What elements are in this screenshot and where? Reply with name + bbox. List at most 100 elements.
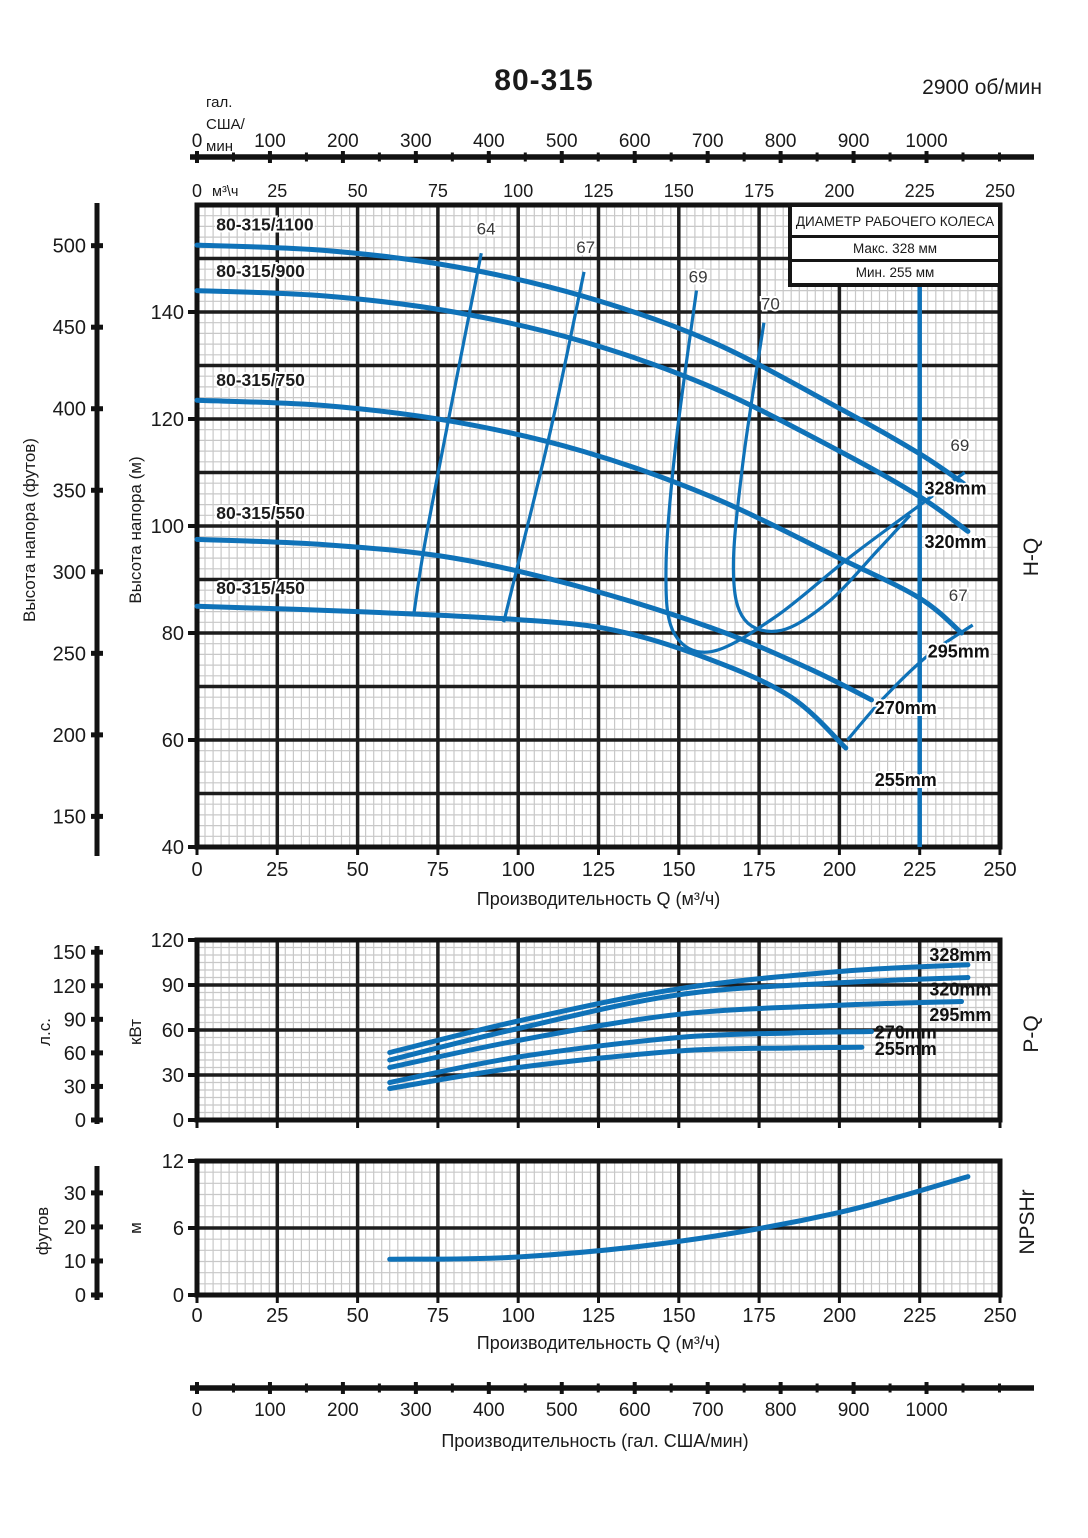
pq-y-tick-label: 60	[162, 1020, 184, 1042]
hq-x-tick-label: 150	[662, 859, 695, 881]
legend-max-diameter: Макс. 328 мм	[792, 235, 998, 259]
m3h-tick-label: 175	[744, 181, 774, 201]
pq-major-grid	[197, 940, 1000, 1120]
hq-secondary-tick-label: 200	[53, 725, 86, 747]
hq-x-tick-label: 50	[346, 859, 368, 881]
hq-y-axis-label: Высота напора (м)	[126, 456, 145, 603]
bottom-gpm-axis-tick-label: 0	[192, 1400, 203, 1421]
top-m3h-scale: 0 м³\ч 25 50 75 100 125 150 175 200 225 250	[192, 181, 1015, 201]
npsh-curve	[387, 1174, 971, 1262]
m3h-tick-label: 150	[664, 181, 694, 201]
pq-curve-295mm	[387, 999, 964, 1070]
hq-secondary-tick-label: 400	[53, 399, 86, 421]
legend-min-diameter: Мин. 255 мм	[792, 259, 998, 283]
pq-curve-255mm	[387, 1044, 865, 1091]
npsh-secondary-tick-label: 30	[64, 1183, 86, 1205]
npsh-x-tick-label: 250	[983, 1305, 1016, 1327]
npsh-y-tick-label: 12	[162, 1151, 184, 1173]
npsh-y-axis-label: м	[126, 1222, 145, 1234]
hq-x-axis-title: Производительность Q (м³/ч)	[476, 889, 721, 909]
hq-curve-295mm	[194, 397, 964, 636]
bottom-gpm-axis-tick-label: 300	[400, 1400, 432, 1421]
top-gpm-axis-tick-label: 300	[400, 131, 432, 152]
top-axis-unit-label: гал. США/ мин	[206, 92, 245, 158]
top-gpm-axis-tick-label: 700	[692, 131, 724, 152]
top-gpm-axis-tick-label: 500	[546, 131, 578, 152]
model-label-80-315/900: 80-315/900	[216, 261, 305, 281]
pq-secondary-tick-label: 60	[64, 1043, 86, 1065]
pq-curve-328mm	[387, 962, 971, 1055]
npsh-x-tick-label: 200	[823, 1305, 856, 1327]
hq-diameter-label-295mm: 295mm	[928, 642, 990, 662]
pq-secondary-tick-label: 90	[64, 1009, 86, 1031]
hq-diameter-label-320mm: 320mm	[925, 532, 987, 552]
npsh-chart: 0 6 12 0 25 50 75 100 125 150 175 200 225 250 0 10 20 30 м…	[33, 1151, 1039, 1327]
efficiency-label-69: 69	[689, 268, 708, 287]
hq-chart: 64 67 69 70 69 67 80-315/1100 328mm 80-315/900 32…	[20, 202, 1043, 881]
hq-secondary-tick-label: 250	[53, 643, 86, 665]
top-gpm-axis-tick-label: 400	[473, 131, 505, 152]
hq-y-tick-label: 120	[151, 409, 184, 431]
bottom-gpm-axis-tick-label: 400	[473, 1400, 505, 1421]
npsh-x-tick-label: 175	[742, 1305, 775, 1327]
m3h-tick-label: 225	[905, 181, 935, 201]
hq-y-tick-label: 60	[162, 730, 184, 752]
efficiency-label-69: 69	[950, 436, 969, 455]
top-axis-unit-line2: США/	[206, 116, 245, 133]
hq-curve-270mm	[194, 536, 874, 703]
bottom-gpm-axis-tick-label: 500	[546, 1400, 578, 1421]
npsh-x-tick-label: 75	[427, 1305, 449, 1327]
efficiency-line-70-3	[731, 322, 912, 633]
hq-secondary-tick-label: 450	[53, 317, 86, 339]
bottom-gpm-axis-tick-label: 1000	[905, 1400, 947, 1421]
hq-x-tick-label: 200	[823, 859, 856, 881]
hq-y-tick-label: 80	[162, 623, 184, 645]
m3h-tick-label: 25	[267, 181, 287, 201]
pq-diameter-label-328mm: 328mm	[929, 945, 991, 965]
top-gpm-axis-tick-label: 600	[619, 131, 651, 152]
hq-x-tick-label: 225	[903, 859, 936, 881]
pq-y-tick-label: 120	[151, 930, 184, 952]
npsh-x-tick-label: 25	[266, 1305, 288, 1327]
npsh-secondary-tick-label: 0	[75, 1285, 86, 1307]
pq-secondary-axis-label: л.с.	[35, 1018, 54, 1046]
hq-secondary-tick-label: 150	[53, 806, 86, 828]
model-label-80-315/450: 80-315/450	[216, 578, 305, 598]
pq-y-tick-label: 0	[173, 1110, 184, 1132]
top-axis-unit-line1: гал.	[206, 94, 233, 111]
efficiency-line-64-0	[412, 252, 483, 615]
bottom-gpm-axis-tick-label: 700	[692, 1400, 724, 1421]
npsh-x-tick-label: 50	[346, 1305, 368, 1327]
impeller-diameter-legend: ДИАМЕТР РАБОЧЕГО КОЛЕСА Макс. 328 мм Мин…	[788, 203, 1002, 287]
top-gpm-axis: 0 100 200 300 400 500 600 700 800 900 1000	[190, 131, 1034, 163]
pq-diameter-label-320mm: 320mm	[929, 980, 991, 1000]
npsh-y-tick-label: 6	[173, 1218, 184, 1240]
pq-secondary-tick-label: 0	[75, 1110, 86, 1132]
hq-x-tick-label: 25	[266, 859, 288, 881]
bottom-gpm-axis-tick-label: 100	[254, 1400, 286, 1421]
pq-curve-320mm	[387, 975, 971, 1063]
m3h-tick-label: 50	[348, 181, 368, 201]
npsh-x-tick-label: 125	[582, 1305, 615, 1327]
efficiency-line-67-5	[846, 623, 974, 742]
top-gpm-axis-tick-label: 1000	[905, 131, 947, 152]
hq-x-tick-label: 75	[427, 859, 449, 881]
efficiency-label-67: 67	[576, 238, 595, 257]
npsh-x-tick-label: 150	[662, 1305, 695, 1327]
page-title: 80-315	[494, 64, 594, 97]
model-label-80-315/550: 80-315/550	[216, 503, 305, 523]
m3h-tick-label: 250	[985, 181, 1015, 201]
hq-secondary-axis-label: Высота напора (футов)	[20, 438, 39, 622]
pq-secondary-tick-label: 150	[53, 942, 86, 964]
hq-diameter-label-270mm: 270mm	[875, 698, 937, 718]
hq-curve-328mm	[194, 242, 977, 494]
m3h-zero-label: 0	[192, 181, 202, 201]
hq-secondary-tick-label: 500	[53, 236, 86, 258]
npsh-x-tick-label: 225	[903, 1305, 936, 1327]
model-label-80-315/750: 80-315/750	[216, 370, 305, 390]
npsh-side-label: NPSHr	[1016, 1189, 1039, 1254]
top-gpm-axis-tick-label: 800	[765, 131, 797, 152]
